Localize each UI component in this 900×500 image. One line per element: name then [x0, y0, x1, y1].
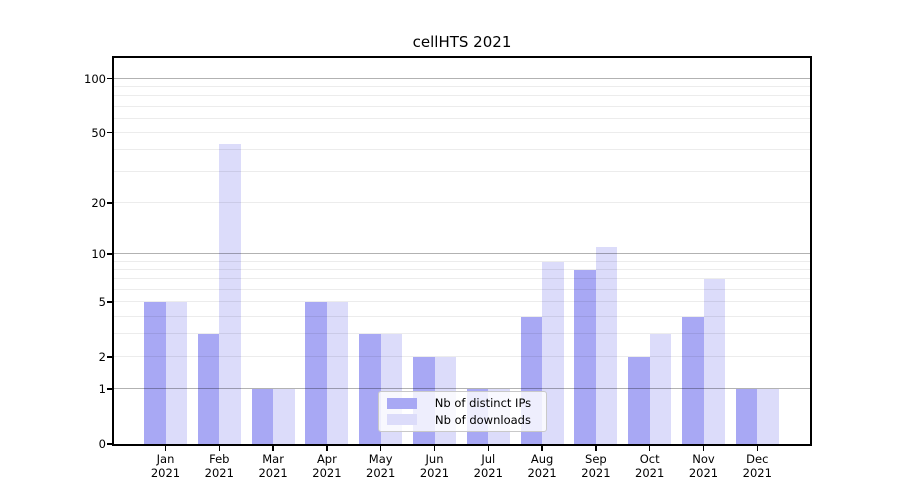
x-tick-nov — [702, 446, 705, 451]
x-tick-label-oct: Oct 2021 — [619, 452, 681, 480]
x-tick-label-feb: Feb 2021 — [188, 452, 250, 480]
y-tick-2 — [107, 356, 112, 358]
legend-entry-downloads: Nb of downloads — [387, 413, 540, 427]
x-tick-sep — [595, 446, 597, 451]
x-tick-label-year: 2021 — [150, 466, 181, 480]
bar-downloads-jan — [165, 302, 187, 444]
y-tick-1 — [107, 388, 112, 390]
x-tick-label-month: Mar — [262, 452, 284, 466]
bar-downloads-aug — [542, 261, 564, 444]
x-tick-label-sep: Sep 2021 — [565, 452, 627, 480]
y-tick-5 — [107, 301, 112, 303]
x-tick-label-apr: Apr 2021 — [296, 452, 358, 480]
bar-downloads-dec — [757, 389, 779, 444]
bar-distinct-ips-sep — [574, 270, 596, 444]
x-tick-label-month: Sep — [585, 452, 607, 466]
x-tick-label-month: Jan — [156, 452, 175, 466]
x-tick-label-month: Jul — [481, 452, 496, 466]
x-tick-may — [379, 446, 382, 451]
x-tick-label-year: 2021 — [312, 466, 342, 480]
y-tick-20 — [107, 202, 112, 204]
x-tick-label-year: 2021 — [473, 466, 503, 480]
bar-distinct-ips-dec — [735, 389, 758, 444]
legend-label-downloads: Nb of downloads — [435, 412, 531, 427]
x-tick-label-jan: Jan 2021 — [135, 452, 197, 480]
x-tick-apr — [326, 446, 328, 451]
x-tick-label-year: 2021 — [258, 466, 288, 480]
x-tick-label-year: 2021 — [635, 466, 665, 480]
bar-downloads-apr — [326, 302, 349, 444]
x-tick-label-year: 2021 — [742, 466, 772, 480]
y-tick-100 — [107, 77, 112, 80]
bar-distinct-ips-mar — [251, 389, 274, 444]
y-tick-label-50: 50 — [91, 125, 106, 140]
x-tick-label-mar: Mar 2021 — [242, 452, 304, 480]
x-tick-label-may: May 2021 — [350, 452, 412, 480]
bar-downloads-oct — [649, 334, 672, 444]
bar-distinct-ips-feb — [197, 334, 220, 444]
x-tick-label-month: May — [368, 452, 393, 466]
y-tick-label-0: 0 — [98, 437, 106, 451]
legend: Nb of distinct IPs Nb of downloads — [378, 391, 547, 432]
bars-layer — [114, 58, 810, 444]
y-tick-10 — [107, 253, 112, 255]
x-tick-mar — [272, 446, 274, 451]
x-tick-label-month: Jun — [425, 452, 444, 466]
y-tick-label-10: 10 — [91, 247, 106, 262]
bar-distinct-ips-may — [359, 334, 381, 444]
legend-label-distinct-ips: Nb of distinct IPs — [434, 396, 532, 411]
x-tick-oct — [648, 446, 651, 451]
x-tick-label-month: Aug — [530, 452, 554, 466]
bar-distinct-ips-nov — [682, 316, 704, 444]
y-tick-50 — [107, 131, 112, 134]
legend-swatch-downloads-icon — [387, 414, 417, 426]
y-tick-label-5: 5 — [98, 295, 106, 310]
bar-distinct-ips-oct — [628, 357, 650, 444]
bar-downloads-mar — [273, 389, 295, 444]
x-tick-dec — [756, 446, 759, 451]
legend-swatch-distinct-ips-icon — [387, 397, 417, 409]
x-tick-label-year: 2021 — [527, 466, 557, 480]
x-tick-jan — [164, 446, 167, 451]
x-tick-feb — [218, 446, 221, 451]
x-tick-label-year: 2021 — [581, 466, 611, 480]
x-tick-aug — [541, 446, 543, 451]
bar-distinct-ips-apr — [305, 302, 327, 444]
x-tick-label-year: 2021 — [419, 466, 450, 480]
x-tick-label-jun: Jun 2021 — [404, 452, 466, 480]
x-tick-label-year: 2021 — [688, 466, 719, 480]
plot-area: Nb of distinct IPs Nb of downloads — [112, 56, 812, 446]
legend-entry-distinct-ips: Nb of distinct IPs — [387, 396, 540, 410]
y-tick-label-2: 2 — [98, 350, 106, 365]
y-tick-label-20: 20 — [91, 195, 106, 210]
x-tick-label-year: 2021 — [204, 466, 234, 480]
bar-downloads-feb — [219, 144, 241, 444]
x-tick-label-nov: Nov 2021 — [673, 452, 735, 480]
bar-downloads-sep — [595, 247, 618, 444]
x-tick-label-month: Dec — [746, 452, 769, 466]
x-tick-jul — [487, 446, 490, 451]
y-tick-label-100: 100 — [84, 71, 106, 86]
x-tick-label-month: Apr — [316, 452, 337, 466]
x-tick-label-year: 2021 — [366, 466, 396, 480]
x-tick-jun — [433, 446, 436, 451]
bar-downloads-nov — [703, 279, 725, 444]
x-tick-label-jul: Jul 2021 — [457, 452, 519, 480]
x-tick-label-month: Nov — [692, 452, 715, 466]
y-tick-0 — [107, 443, 112, 445]
bar-distinct-ips-jan — [144, 302, 166, 444]
x-tick-label-month: Oct — [639, 452, 660, 466]
x-tick-label-dec: Dec 2021 — [726, 452, 788, 480]
chart-title: cellHTS 2021 — [412, 33, 512, 51]
x-tick-label-month: Feb — [209, 452, 230, 466]
y-tick-label-1: 1 — [98, 382, 106, 397]
x-tick-label-aug: Aug 2021 — [511, 452, 573, 480]
